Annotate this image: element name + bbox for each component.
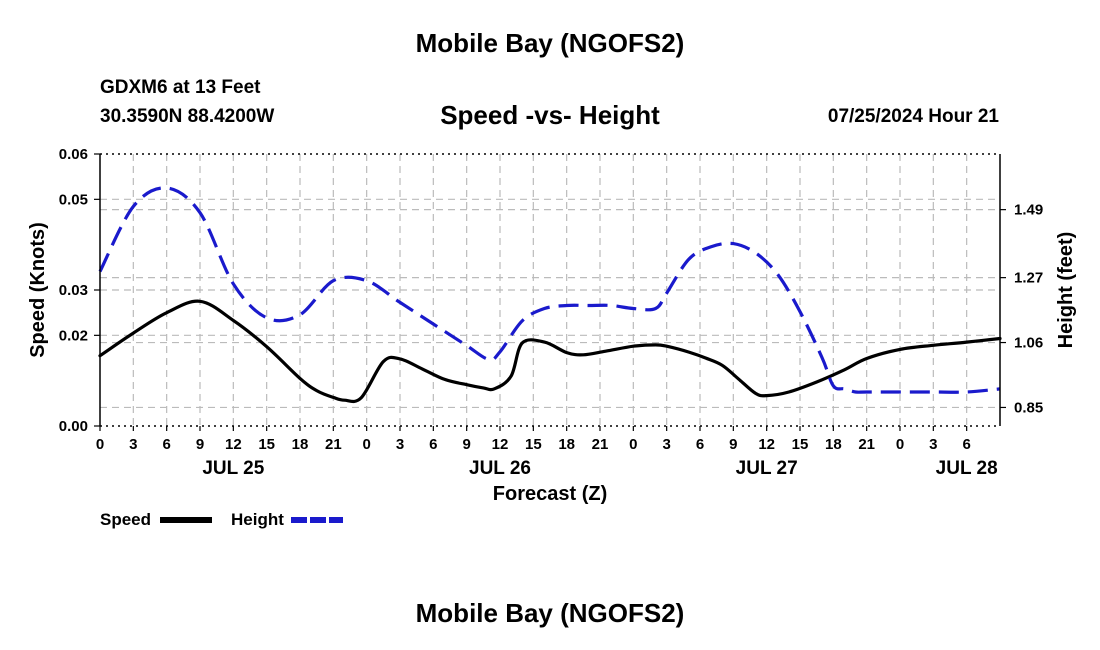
y-left-tick-label: 0.03 [59, 282, 88, 299]
x-tick-label: 0 [96, 436, 104, 453]
y-left-axis-title: Speed (Knots) [27, 222, 49, 358]
series-layer [98, 186, 1002, 404]
x-tick-label: 21 [592, 436, 609, 453]
legend: Speed Height [100, 510, 343, 529]
chart-subtitle: Speed -vs- Height [440, 100, 660, 130]
x-tick-label: 18 [558, 436, 575, 453]
x-tick-label: 6 [162, 436, 170, 453]
x-tick-label: 3 [129, 436, 137, 453]
axis-labels: 0 3 6 9 12 15 18 21 0 3 6 9 12 15 18 21 0 3 6 9 12 15 18 21 0 3 6 J… [27, 146, 1077, 505]
speed-series-line [98, 299, 1002, 404]
x-tick-label: 0 [896, 436, 904, 453]
grid [100, 154, 1000, 426]
x-date-label: JUL 26 [469, 458, 531, 479]
y-right-tick-label: 0.85 [1014, 399, 1043, 416]
legend-height-label: Height [231, 510, 284, 529]
y-left-tick-label: 0.05 [59, 191, 88, 208]
x-tick-label: 18 [292, 436, 309, 453]
x-tick-label: 15 [525, 436, 542, 453]
x-tick-label: 12 [758, 436, 775, 453]
footer-title: Mobile Bay (NGOFS2) [415, 598, 685, 628]
y-right-axis-title: Height (feet) [1055, 232, 1077, 349]
station-label: GDXM6 at 13 Feet [100, 77, 261, 98]
x-tick-label: 3 [662, 436, 670, 453]
x-tick-label: 3 [929, 436, 937, 453]
x-tick-label: 18 [825, 436, 842, 453]
y-right-tick-label: 1.06 [1014, 335, 1043, 352]
x-tick-label: 9 [462, 436, 470, 453]
x-tick-label: 6 [962, 436, 970, 453]
y-left-tick-label: 0.02 [59, 327, 88, 344]
x-tick-label: 21 [325, 436, 342, 453]
x-tick-label: 6 [696, 436, 704, 453]
x-tick-label: 6 [429, 436, 437, 453]
x-date-label: JUL 28 [936, 458, 998, 479]
y-right-tick-label: 1.27 [1014, 270, 1043, 287]
y-left-tick-label: 0.06 [59, 146, 88, 163]
x-tick-label: 15 [258, 436, 275, 453]
chart-title: Mobile Bay (NGOFS2) [415, 28, 685, 58]
x-date-label: JUL 27 [736, 458, 798, 479]
x-tick-label: 15 [792, 436, 809, 453]
x-axis-title: Forecast (Z) [493, 483, 607, 505]
forecast-run-time: 07/25/2024 Hour 21 [827, 106, 999, 127]
station-coordinates: 30.3590N 88.4200W [100, 106, 275, 127]
x-tick-label: 12 [225, 436, 242, 453]
x-tick-label: 21 [858, 436, 875, 453]
x-tick-label: 3 [396, 436, 404, 453]
x-tick-label: 0 [629, 436, 637, 453]
y-left-tick-label: 0.00 [59, 418, 88, 435]
x-tick-label: 0 [362, 436, 370, 453]
legend-speed-label: Speed [100, 510, 151, 529]
x-date-label: JUL 25 [202, 458, 264, 479]
axes [94, 153, 1006, 431]
y-right-tick-label: 1.49 [1014, 202, 1043, 219]
x-tick-label: 12 [492, 436, 509, 453]
x-tick-label: 9 [196, 436, 204, 453]
x-tick-label: 9 [729, 436, 737, 453]
